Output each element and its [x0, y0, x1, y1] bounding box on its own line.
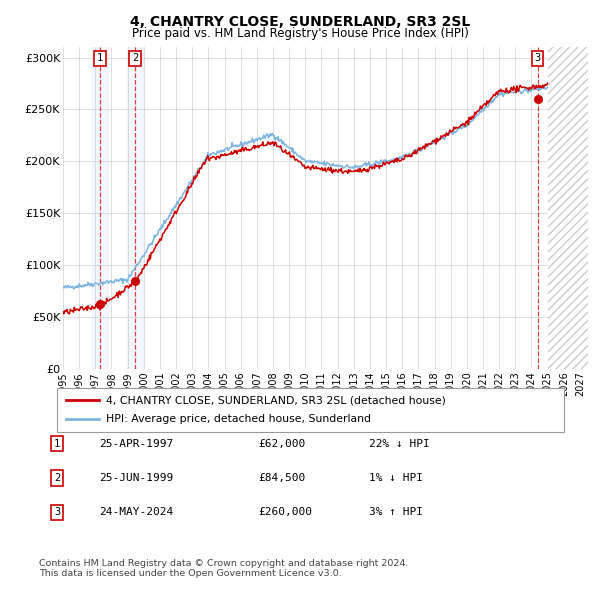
Bar	[548, 47, 588, 369]
Text: 2: 2	[132, 54, 138, 64]
Text: Contains HM Land Registry data © Crown copyright and database right 2024.: Contains HM Land Registry data © Crown c…	[39, 559, 409, 568]
Text: 1% ↓ HPI: 1% ↓ HPI	[369, 473, 423, 483]
Bar	[548, 47, 588, 369]
Bar	[127, 47, 143, 369]
Text: £62,000: £62,000	[258, 439, 305, 448]
Text: £84,500: £84,500	[258, 473, 305, 483]
Text: 3: 3	[535, 54, 541, 64]
Text: 24-MAY-2024: 24-MAY-2024	[99, 507, 173, 517]
Text: 1: 1	[54, 439, 60, 448]
Text: 1: 1	[97, 54, 103, 64]
Text: 4, CHANTRY CLOSE, SUNDERLAND, SR3 2SL (detached house): 4, CHANTRY CLOSE, SUNDERLAND, SR3 2SL (d…	[106, 395, 446, 405]
Bar	[92, 47, 108, 369]
Text: HPI: Average price, detached house, Sunderland: HPI: Average price, detached house, Sund…	[106, 415, 371, 424]
Text: 3% ↑ HPI: 3% ↑ HPI	[369, 507, 423, 517]
Text: £260,000: £260,000	[258, 507, 312, 517]
Text: 2: 2	[54, 473, 60, 483]
Text: 25-APR-1997: 25-APR-1997	[99, 439, 173, 448]
Text: Price paid vs. HM Land Registry's House Price Index (HPI): Price paid vs. HM Land Registry's House …	[131, 27, 469, 40]
Text: 25-JUN-1999: 25-JUN-1999	[99, 473, 173, 483]
Text: This data is licensed under the Open Government Licence v3.0.: This data is licensed under the Open Gov…	[39, 569, 341, 578]
Text: 4, CHANTRY CLOSE, SUNDERLAND, SR3 2SL: 4, CHANTRY CLOSE, SUNDERLAND, SR3 2SL	[130, 15, 470, 29]
Text: 3: 3	[54, 507, 60, 517]
Text: 22% ↓ HPI: 22% ↓ HPI	[369, 439, 430, 448]
